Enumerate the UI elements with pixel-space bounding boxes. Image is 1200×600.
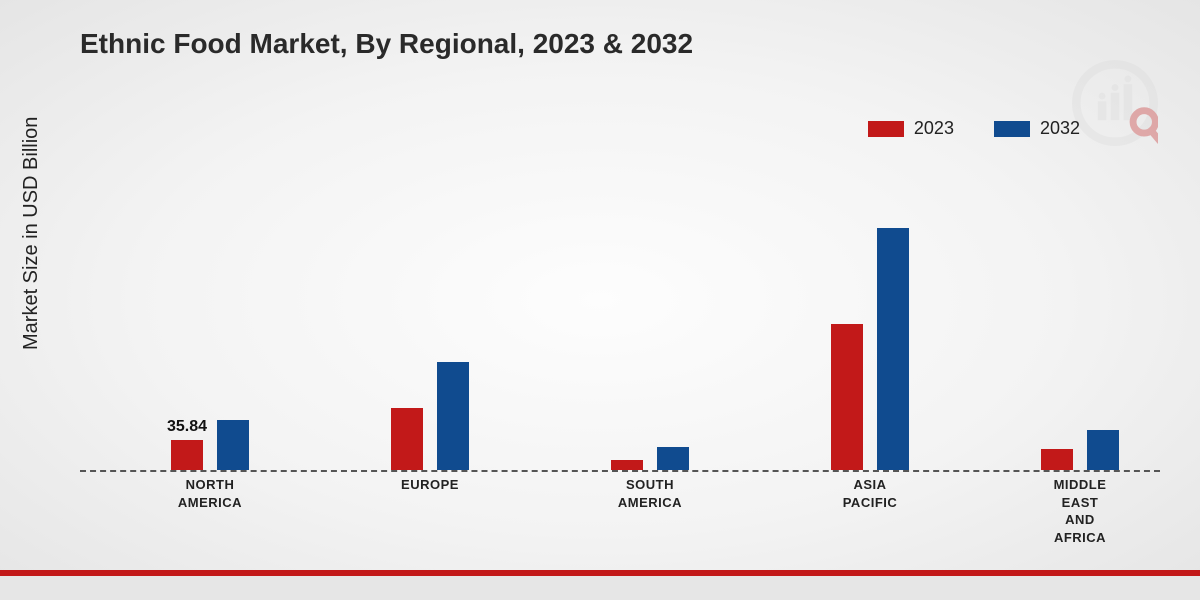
baseline [80,470,1160,472]
x-axis-label-asia_pacific: ASIAPACIFIC [800,476,940,511]
bar-wrap [1087,430,1119,470]
chart-container: Ethnic Food Market, By Regional, 2023 & … [0,0,1200,600]
chart-title: Ethnic Food Market, By Regional, 2023 & … [80,28,693,60]
x-axis-label-mea: MIDDLEEASTANDAFRICA [1010,476,1150,546]
bar-north_america-2023 [171,440,203,470]
bar-mea-2032 [1087,430,1119,470]
bar-wrap [1041,449,1073,470]
bar-south_america-2023 [611,460,643,470]
bar-north_america-2032 [217,420,249,470]
bar-wrap [437,362,469,470]
bar-mea-2023 [1041,449,1073,470]
legend-item-2023: 2023 [868,118,954,139]
bar-wrap [217,420,249,470]
plot-area: 35.84NORTHAMERICAEUROPESOUTHAMERICAASIAP… [80,170,1160,470]
legend-swatch-2023 [868,121,904,137]
x-axis-label-europe: EUROPE [360,476,500,494]
legend-label: 2032 [1040,118,1080,139]
bar-group-mea [1000,430,1160,470]
bar-value-label: 35.84 [167,418,207,436]
bar-group-europe [350,362,510,470]
bar-south_america-2032 [657,447,689,470]
y-axis-label: Market Size in USD Billion [20,117,43,350]
legend: 2023 2032 [868,118,1080,139]
bar-group-south_america [570,447,730,470]
bar-wrap [611,460,643,470]
bar-europe-2032 [437,362,469,470]
bar-asia_pacific-2032 [877,228,909,470]
bar-group-north_america: 35.84 [130,420,290,470]
bar-group-asia_pacific [790,228,950,470]
bar-wrap [877,228,909,470]
legend-swatch-2032 [994,121,1030,137]
bar-wrap [657,447,689,470]
watermark-logo-icon [1072,60,1158,146]
bar-asia_pacific-2023 [831,324,863,470]
bar-wrap [831,324,863,470]
x-axis-label-north_america: NORTHAMERICA [140,476,280,511]
footer-bar [0,570,1200,600]
x-axis-label-south_america: SOUTHAMERICA [580,476,720,511]
legend-label: 2023 [914,118,954,139]
footer-gray-strip [0,576,1200,600]
bar-wrap [391,408,423,471]
bar-wrap: 35.84 [171,440,203,470]
bar-europe-2023 [391,408,423,471]
legend-item-2032: 2032 [994,118,1080,139]
